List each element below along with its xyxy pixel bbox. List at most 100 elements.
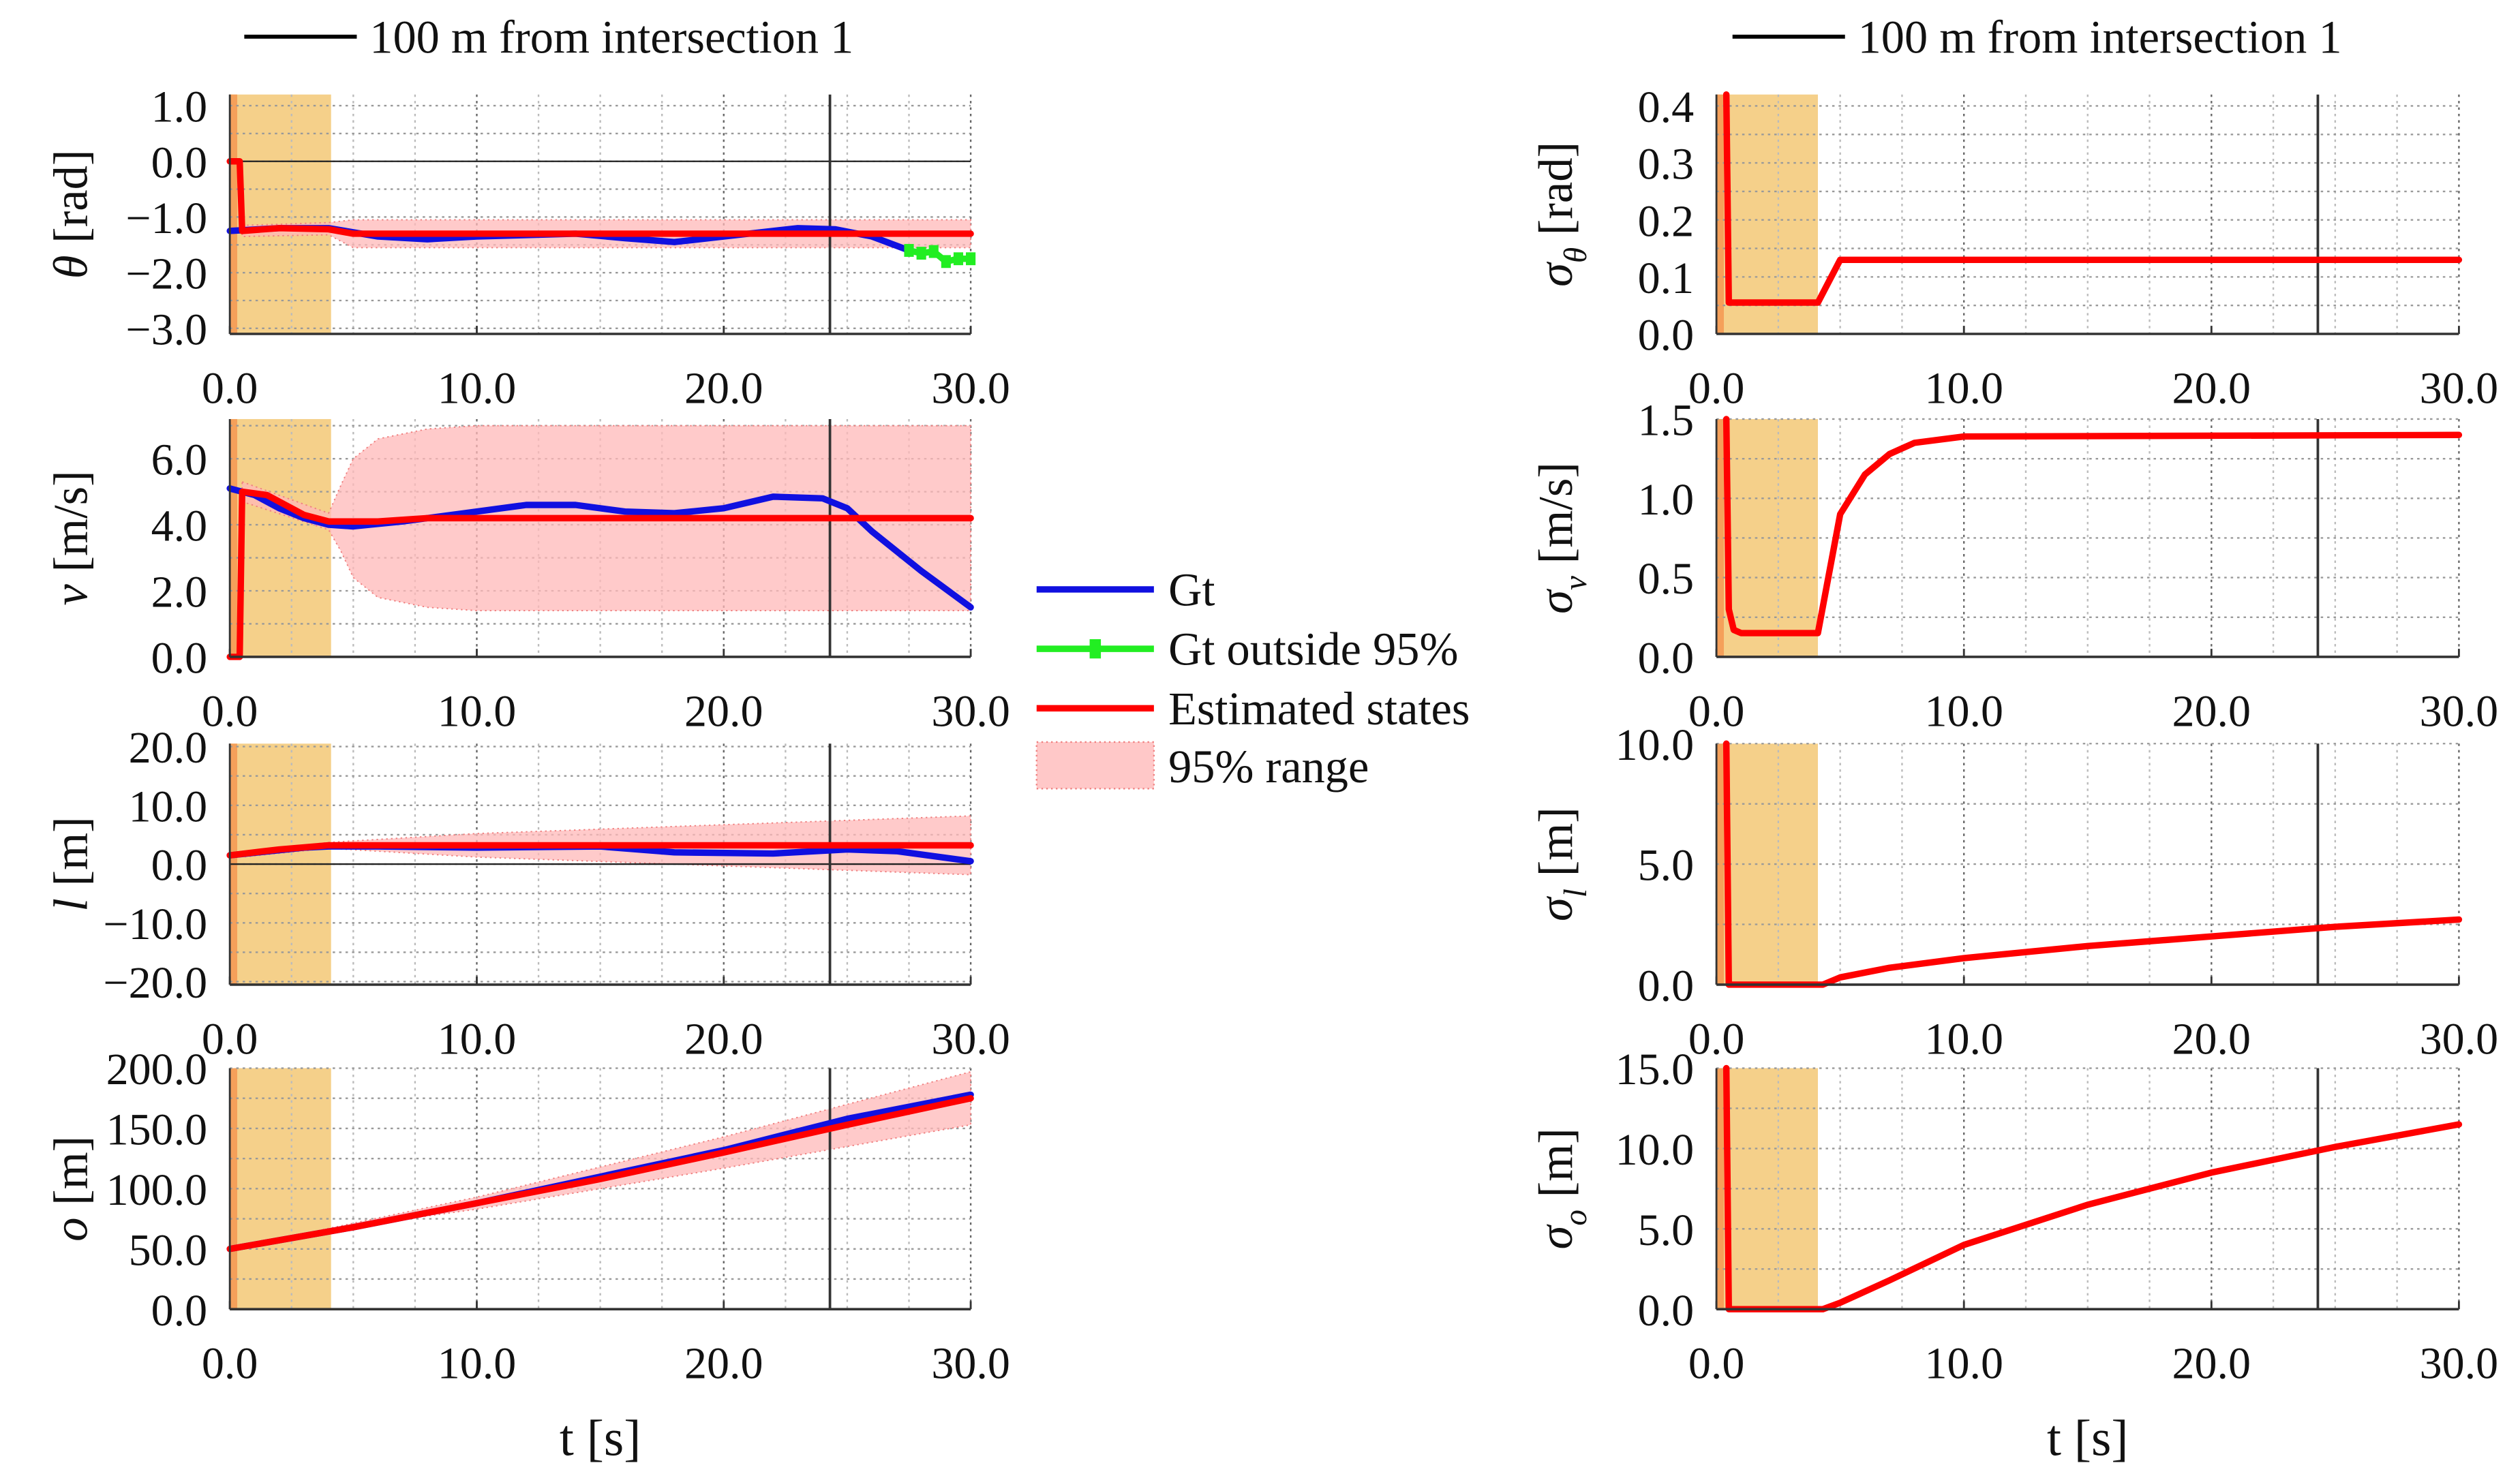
legend-item: 95% range [1035, 741, 1369, 793]
y-axis-label: σl [m] [1530, 807, 1594, 921]
estimated-series [226, 842, 974, 859]
y-tick-label: 0.4 [1638, 82, 1695, 132]
estimated-series [226, 488, 974, 660]
y-tick-label: 50.0 [129, 1225, 207, 1275]
confidence-band-95 [241, 1071, 972, 1249]
x-tick-label: 30.0 [2420, 1014, 2499, 1064]
subplot-sigma_o: 0.0 10.0 20.0 30.0 15.0 10.0 5.0 0.0 σo [m] t [s] [1530, 1045, 2498, 1467]
y-label-subscript: θ [1558, 247, 1594, 263]
estimated-series [226, 158, 974, 237]
y-label-unit: [m/s] [44, 470, 97, 584]
x-tick-label: 10.0 [1924, 1339, 2003, 1389]
y-label-symbol: σ [1530, 895, 1583, 921]
y-tick-label: 0.1 [1638, 253, 1695, 303]
init-region [230, 1068, 238, 1310]
subplot-sigma_l: 0.0 10.0 20.0 30.0 10.0 5.0 0.0 σl [m] [1530, 720, 2498, 1064]
subplot-sigma_v: 0.0 10.0 20.0 30.0 1.5 1.0 0.5 0.0 σv [m/s] [1530, 396, 2498, 737]
subplot-l: 0.0 10.0 20.0 30.020.010.00.0−10.0−20.0l [m… [44, 723, 1010, 1064]
y-label-symbol: σ [1530, 261, 1583, 287]
init-region [1716, 94, 1725, 335]
y-axis-label: θ [rad] [44, 149, 97, 279]
y-tick-label: 0.0 [1638, 634, 1695, 683]
y-tick-label: 100.0 [106, 1165, 208, 1215]
y-tick-label: 0.5 [1638, 554, 1695, 604]
y-tick-label: 0.2 [1638, 196, 1695, 246]
y-label-symbol: θ [44, 256, 97, 279]
gt-outside-marker [916, 247, 926, 260]
x-tick-label: 20.0 [2172, 1014, 2251, 1064]
y-tick-label: 0.0 [151, 138, 207, 187]
legend-label: Gt outside 95% [1168, 624, 1458, 675]
y-tick-label: −1.0 [125, 194, 207, 243]
y-label-symbol: l [44, 898, 97, 912]
y-tick-label: 5.0 [1638, 1205, 1695, 1255]
x-tick-label: 20.0 [684, 686, 763, 736]
y-tick-label: 10.0 [1615, 720, 1695, 770]
y-axis-label: σθ [rad] [1530, 142, 1594, 287]
estimated-series [1722, 740, 2463, 988]
subplot-sigma_theta: 0.0 10.0 20.0 30.0 0.4 0.3 0.2 0.1 0.0 σθ [rad] [1530, 82, 2498, 413]
y-label-subscript: o [1558, 1210, 1594, 1226]
x-tick-label: 30.0 [931, 1339, 1010, 1389]
x-tick-label: 0.0 [1688, 1014, 1744, 1064]
gt-outside-marker [904, 244, 914, 257]
legend-item: Estimated states [1036, 683, 1470, 735]
y-label-unit: [rad] [1530, 142, 1583, 247]
gt-outside-marker [928, 245, 939, 258]
x-tick-label: 30.0 [2420, 1339, 2499, 1389]
y-tick-label: −10.0 [103, 900, 207, 949]
x-tick-label: 30.0 [931, 686, 1010, 736]
gt-outside-marker [941, 255, 951, 268]
legend-label: Estimated states [1168, 683, 1470, 735]
x-tick-label: 10.0 [438, 1339, 517, 1389]
x-tick-label: 20.0 [684, 363, 763, 413]
x-tick-label: 0.0 [202, 1339, 258, 1389]
y-tick-label: 4.0 [151, 502, 207, 551]
y-tick-label: 2.0 [151, 568, 207, 617]
x-tick-label: 20.0 [2172, 363, 2251, 413]
legend: Gt Gt outside 95% Estimated states 95% rang… [1035, 564, 1470, 793]
init-region [1716, 743, 1725, 985]
x-tick-label: 20.0 [2172, 686, 2251, 736]
init-region [1716, 418, 1725, 657]
top-legend-left: 100 m from intersection 1 [244, 11, 853, 63]
y-axis-label: o [m] [44, 1136, 97, 1242]
y-tick-label: −20.0 [103, 958, 207, 1008]
y-label-symbol: σ [1530, 588, 1583, 614]
gt-outside-marker [953, 252, 964, 266]
y-tick-label: −2.0 [125, 249, 207, 299]
y-tick-label: 10.0 [129, 782, 207, 831]
estimated-series [226, 1095, 974, 1252]
y-tick-label: 5.0 [1638, 841, 1695, 891]
y-tick-label: 6.0 [151, 435, 207, 485]
x-tick-label: 20.0 [684, 1339, 763, 1389]
x-tick-label: 10.0 [1924, 686, 2003, 736]
x-tick-label: 30.0 [2420, 363, 2499, 413]
x-axis-label: t [s] [560, 1411, 641, 1467]
y-label-symbol: o [44, 1218, 97, 1242]
y-label-unit: [m] [44, 1136, 97, 1218]
subplot-v: 0.0 10.0 20.0 30.0 6.0 4.0 2.0 0.0 v [m/s] [44, 418, 1010, 736]
x-tick-label: 10.0 [438, 363, 517, 413]
x-tick-label: 10.0 [438, 1014, 517, 1064]
x-tick-label: 0.0 [202, 686, 258, 736]
y-axis-label: σo [m] [1530, 1128, 1594, 1249]
y-tick-label: 15.0 [1615, 1045, 1695, 1094]
y-label-unit: [m] [44, 816, 97, 898]
y-axis-label: l [m] [44, 816, 97, 911]
x-tick-label: 0.0 [1688, 1339, 1744, 1389]
legend-label: Gt [1168, 564, 1215, 615]
init-region [230, 94, 238, 335]
y-label-symbol: σ [1530, 1223, 1583, 1249]
x-tick-label: 30.0 [2420, 686, 2499, 736]
y-label-unit: [m] [1530, 807, 1583, 889]
y-tick-label: 1.0 [151, 82, 207, 132]
estimated-series [1722, 91, 2463, 306]
y-tick-label: 0.3 [1638, 140, 1695, 189]
x-tick-label: 0.0 [1688, 686, 1744, 736]
y-tick-label: 0.0 [1638, 311, 1695, 360]
x-tick-label: 20.0 [684, 1014, 763, 1064]
y-axis-label: σv [m/s] [1530, 462, 1594, 614]
x-tick-label: 30.0 [931, 363, 1010, 413]
